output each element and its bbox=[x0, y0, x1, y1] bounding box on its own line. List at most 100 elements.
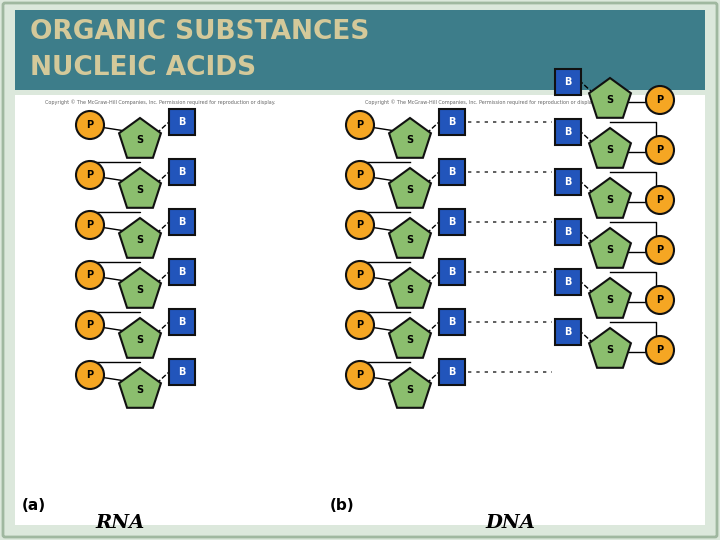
Text: S: S bbox=[136, 185, 143, 195]
Text: P: P bbox=[356, 220, 364, 230]
Text: P: P bbox=[86, 270, 94, 280]
FancyBboxPatch shape bbox=[169, 359, 195, 385]
Text: P: P bbox=[356, 270, 364, 280]
Text: B: B bbox=[564, 227, 572, 237]
FancyBboxPatch shape bbox=[169, 309, 195, 335]
Text: S: S bbox=[606, 145, 613, 155]
Text: DNA: DNA bbox=[485, 514, 535, 532]
Text: B: B bbox=[179, 267, 186, 277]
Circle shape bbox=[646, 136, 674, 164]
Polygon shape bbox=[389, 268, 431, 308]
Polygon shape bbox=[589, 278, 631, 318]
Text: B: B bbox=[449, 267, 456, 277]
Text: B: B bbox=[179, 317, 186, 327]
Text: (b): (b) bbox=[330, 497, 355, 512]
Text: RNA: RNA bbox=[95, 514, 145, 532]
Text: NUCLEIC ACIDS: NUCLEIC ACIDS bbox=[30, 55, 256, 81]
Circle shape bbox=[346, 261, 374, 289]
Polygon shape bbox=[589, 228, 631, 268]
FancyBboxPatch shape bbox=[439, 209, 465, 235]
FancyBboxPatch shape bbox=[439, 309, 465, 335]
Circle shape bbox=[76, 211, 104, 239]
FancyBboxPatch shape bbox=[555, 219, 581, 245]
Text: P: P bbox=[86, 120, 94, 130]
Polygon shape bbox=[389, 168, 431, 208]
FancyBboxPatch shape bbox=[439, 259, 465, 285]
FancyBboxPatch shape bbox=[15, 95, 705, 525]
Circle shape bbox=[646, 236, 674, 264]
Text: P: P bbox=[356, 120, 364, 130]
FancyBboxPatch shape bbox=[555, 269, 581, 295]
Text: S: S bbox=[406, 135, 413, 145]
Text: B: B bbox=[449, 367, 456, 377]
Text: S: S bbox=[606, 95, 613, 105]
Text: (a): (a) bbox=[22, 497, 46, 512]
Text: S: S bbox=[136, 135, 143, 145]
Text: B: B bbox=[449, 317, 456, 327]
Polygon shape bbox=[119, 218, 161, 258]
Text: P: P bbox=[657, 195, 664, 205]
Polygon shape bbox=[119, 118, 161, 158]
Polygon shape bbox=[119, 168, 161, 208]
Text: P: P bbox=[657, 245, 664, 255]
Circle shape bbox=[646, 86, 674, 114]
Circle shape bbox=[76, 311, 104, 339]
Text: B: B bbox=[564, 327, 572, 337]
Text: S: S bbox=[406, 185, 413, 195]
FancyBboxPatch shape bbox=[555, 169, 581, 195]
Circle shape bbox=[346, 361, 374, 389]
Circle shape bbox=[76, 161, 104, 189]
FancyBboxPatch shape bbox=[555, 69, 581, 95]
FancyBboxPatch shape bbox=[169, 159, 195, 185]
Polygon shape bbox=[389, 368, 431, 408]
FancyBboxPatch shape bbox=[169, 209, 195, 235]
Text: S: S bbox=[406, 285, 413, 295]
Text: P: P bbox=[356, 370, 364, 380]
Polygon shape bbox=[119, 318, 161, 358]
Text: S: S bbox=[606, 295, 613, 305]
Text: Copyright © The McGraw-Hill Companies, Inc. Permission required for reproduction: Copyright © The McGraw-Hill Companies, I… bbox=[45, 99, 275, 105]
Circle shape bbox=[76, 361, 104, 389]
Text: P: P bbox=[657, 95, 664, 105]
Text: P: P bbox=[657, 295, 664, 305]
FancyBboxPatch shape bbox=[15, 10, 705, 90]
Circle shape bbox=[76, 111, 104, 139]
Text: B: B bbox=[449, 167, 456, 177]
Text: S: S bbox=[606, 345, 613, 355]
FancyBboxPatch shape bbox=[555, 319, 581, 345]
Polygon shape bbox=[389, 218, 431, 258]
Polygon shape bbox=[119, 268, 161, 308]
Polygon shape bbox=[389, 318, 431, 358]
Text: B: B bbox=[449, 217, 456, 227]
Text: P: P bbox=[356, 320, 364, 330]
Polygon shape bbox=[389, 118, 431, 158]
Polygon shape bbox=[589, 78, 631, 118]
Text: B: B bbox=[179, 367, 186, 377]
Circle shape bbox=[646, 336, 674, 364]
Circle shape bbox=[346, 111, 374, 139]
FancyBboxPatch shape bbox=[439, 159, 465, 185]
Text: P: P bbox=[657, 345, 664, 355]
Text: Copyright © The McGraw-Hill Companies, Inc. Permission required for reproduction: Copyright © The McGraw-Hill Companies, I… bbox=[365, 99, 595, 105]
Text: S: S bbox=[136, 385, 143, 395]
Text: P: P bbox=[86, 220, 94, 230]
FancyBboxPatch shape bbox=[169, 109, 195, 135]
Text: S: S bbox=[606, 195, 613, 205]
Text: S: S bbox=[136, 285, 143, 295]
Text: S: S bbox=[406, 335, 413, 345]
Circle shape bbox=[346, 161, 374, 189]
Text: S: S bbox=[406, 235, 413, 245]
FancyBboxPatch shape bbox=[3, 3, 717, 537]
Text: P: P bbox=[356, 170, 364, 180]
Text: B: B bbox=[179, 217, 186, 227]
Text: S: S bbox=[136, 335, 143, 345]
Polygon shape bbox=[589, 328, 631, 368]
Text: S: S bbox=[406, 385, 413, 395]
Text: ORGANIC SUBSTANCES: ORGANIC SUBSTANCES bbox=[30, 19, 369, 45]
Circle shape bbox=[346, 211, 374, 239]
Text: S: S bbox=[606, 245, 613, 255]
FancyBboxPatch shape bbox=[439, 359, 465, 385]
Text: P: P bbox=[657, 145, 664, 155]
Text: B: B bbox=[179, 117, 186, 127]
Text: P: P bbox=[86, 170, 94, 180]
